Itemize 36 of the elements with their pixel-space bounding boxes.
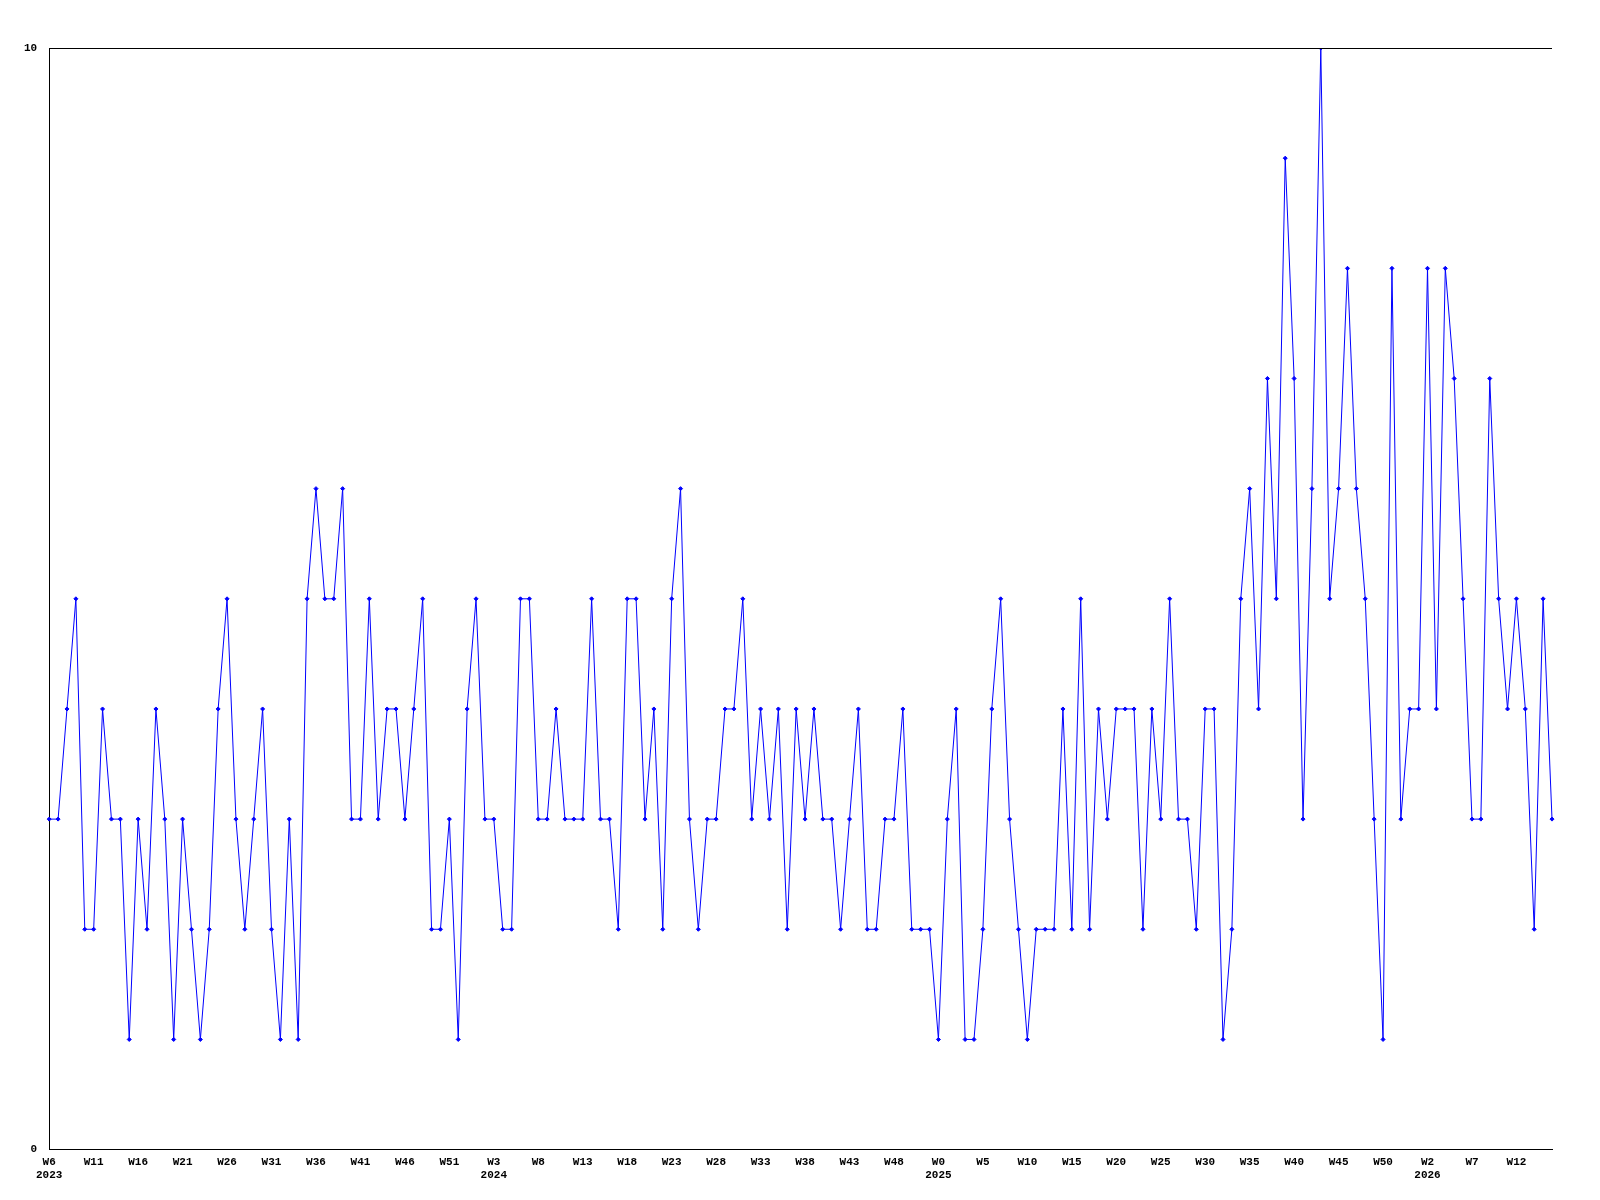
x-tick-label: W51 (439, 1155, 460, 1168)
x-tick-label: W23 (661, 1155, 682, 1168)
y-tick-label: 10 (24, 41, 38, 54)
x-tick-label: W7 (1465, 1155, 1479, 1168)
x-tick-label: W5 (976, 1155, 990, 1168)
x-tick-label: W20 (1106, 1155, 1127, 1168)
x-tick-label: W28 (706, 1155, 727, 1168)
x-tick-label: W31 (261, 1155, 282, 1168)
x-tick-label: W35 (1239, 1155, 1260, 1168)
x-tick-label: W6 2023 (36, 1155, 63, 1182)
x-tick-label: W48 (884, 1155, 905, 1168)
x-tick-label: W43 (839, 1155, 860, 1168)
x-tick-label: W0 2025 (925, 1155, 953, 1182)
x-tick-label: W3 2024 (480, 1155, 508, 1182)
x-tick-label: W40 (1284, 1155, 1305, 1168)
x-tick-label: W26 (217, 1155, 237, 1168)
x-tick-label: W11 (83, 1155, 104, 1168)
x-tick-label: W41 (350, 1155, 371, 1168)
y-tick-label: 0 (30, 1143, 38, 1156)
x-tick-label: W16 (128, 1155, 149, 1168)
x-tick-label: W2 2026 (1414, 1155, 1441, 1182)
x-tick-label: W25 (1150, 1155, 1172, 1168)
x-tick-label: W45 (1328, 1155, 1349, 1168)
x-tick-label: W33 (750, 1155, 771, 1168)
x-tick-label: W10 (1017, 1155, 1038, 1168)
x-tick-label: W8 (531, 1155, 546, 1168)
x-tick-label: W13 (572, 1155, 594, 1168)
x-tick-label: W21 (172, 1155, 193, 1168)
x-tick-label: W50 (1373, 1155, 1393, 1168)
x-tick-label: W12 (1506, 1155, 1527, 1168)
x-tick-label: W15 (1061, 1155, 1083, 1168)
x-tick-label: W46 (394, 1155, 415, 1168)
x-tick-label: W30 (1195, 1155, 1216, 1168)
x-tick-label: W36 (306, 1155, 326, 1168)
x-tick-label: W38 (795, 1155, 816, 1168)
x-tick-label: W18 (617, 1155, 638, 1168)
